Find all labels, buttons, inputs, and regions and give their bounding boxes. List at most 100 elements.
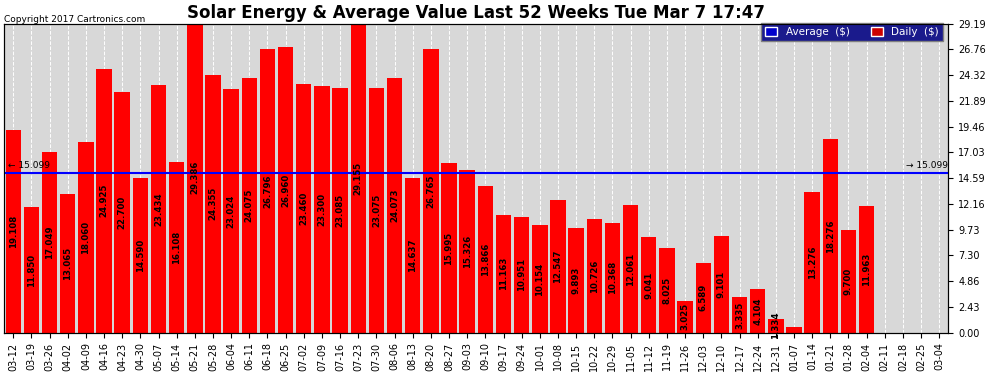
Bar (859, 206, 874, 333)
Bar (496, 214, 511, 333)
Bar (550, 200, 565, 333)
Bar (642, 237, 656, 333)
Text: 19.108: 19.108 (9, 215, 18, 248)
Bar (60, 194, 75, 333)
Text: 16.108: 16.108 (172, 231, 181, 264)
Text: 18.276: 18.276 (826, 219, 835, 253)
Text: 24.075: 24.075 (245, 189, 253, 222)
Text: 29.386: 29.386 (190, 160, 199, 194)
Text: 23.024: 23.024 (227, 194, 236, 228)
Text: 13.065: 13.065 (63, 247, 72, 280)
Text: 26.960: 26.960 (281, 173, 290, 207)
Bar (532, 225, 547, 333)
Bar (242, 78, 257, 333)
Text: 13.866: 13.866 (481, 243, 490, 276)
Bar (659, 248, 674, 333)
Text: 24.355: 24.355 (209, 187, 218, 220)
Text: 18.060: 18.060 (81, 220, 90, 254)
Text: 11.850: 11.850 (27, 254, 36, 286)
Text: 9.893: 9.893 (571, 267, 580, 294)
Bar (786, 327, 802, 333)
Text: 9.041: 9.041 (644, 271, 653, 298)
Text: 11.963: 11.963 (862, 253, 871, 286)
Text: 23.075: 23.075 (372, 194, 381, 227)
Text: 1.334: 1.334 (771, 312, 780, 339)
Text: → 15.099: → 15.099 (907, 161, 948, 170)
Bar (96, 69, 112, 333)
Text: 14.590: 14.590 (136, 239, 145, 272)
Bar (768, 319, 783, 333)
Text: 23.300: 23.300 (318, 193, 327, 226)
Text: 24.073: 24.073 (390, 189, 399, 222)
Text: 12.061: 12.061 (626, 252, 636, 285)
Text: 26.796: 26.796 (263, 174, 272, 208)
Text: 17.049: 17.049 (46, 226, 54, 259)
Text: 10.726: 10.726 (590, 259, 599, 292)
Bar (623, 205, 639, 333)
Bar (115, 92, 130, 333)
Bar (350, 24, 366, 333)
Bar (6, 130, 21, 333)
Bar (169, 162, 184, 333)
Bar (314, 86, 330, 333)
Bar (24, 207, 40, 333)
Bar (259, 49, 275, 333)
Bar (150, 85, 166, 333)
Text: 22.700: 22.700 (118, 196, 127, 229)
Bar (333, 88, 347, 333)
Text: 10.951: 10.951 (517, 258, 526, 291)
Text: 24.925: 24.925 (100, 184, 109, 218)
Text: 4.104: 4.104 (753, 297, 762, 325)
Text: 9.700: 9.700 (844, 268, 853, 295)
Bar (714, 236, 729, 333)
Text: 15.995: 15.995 (445, 231, 453, 265)
Text: 3.025: 3.025 (680, 303, 690, 330)
Text: 9.101: 9.101 (717, 271, 726, 298)
Bar (750, 289, 765, 333)
Text: 26.765: 26.765 (427, 174, 436, 208)
Bar (477, 186, 493, 333)
Text: 23.434: 23.434 (154, 192, 163, 225)
Bar (586, 219, 602, 333)
Bar (368, 88, 384, 333)
Bar (278, 47, 293, 333)
Bar (42, 152, 57, 333)
Bar (387, 78, 402, 333)
Text: 23.460: 23.460 (299, 192, 308, 225)
Bar (187, 22, 203, 333)
Bar (423, 50, 439, 333)
Bar (224, 89, 239, 333)
Text: 14.637: 14.637 (408, 238, 417, 272)
Legend: Average  ($), Daily  ($): Average ($), Daily ($) (761, 23, 943, 41)
Title: Solar Energy & Average Value Last 52 Weeks Tue Mar 7 17:47: Solar Energy & Average Value Last 52 Wee… (187, 4, 765, 22)
Text: 8.025: 8.025 (662, 277, 671, 304)
Bar (405, 178, 421, 333)
Text: 23.085: 23.085 (336, 194, 345, 227)
Bar (841, 230, 856, 333)
Text: 11.163: 11.163 (499, 257, 508, 290)
Text: 10.368: 10.368 (608, 261, 617, 294)
Text: 15.326: 15.326 (462, 235, 471, 268)
Bar (459, 171, 475, 333)
Text: Copyright 2017 Cartronics.com: Copyright 2017 Cartronics.com (4, 15, 146, 24)
Bar (514, 217, 530, 333)
Bar (732, 297, 747, 333)
Bar (605, 223, 620, 333)
Bar (205, 75, 221, 333)
Text: 3.335: 3.335 (735, 302, 744, 329)
Bar (568, 228, 584, 333)
Bar (133, 178, 148, 333)
Text: 10.154: 10.154 (536, 262, 544, 296)
Text: 13.276: 13.276 (808, 246, 817, 279)
Text: 12.547: 12.547 (553, 250, 562, 283)
Bar (677, 301, 693, 333)
Bar (442, 164, 456, 333)
Bar (823, 139, 839, 333)
Bar (78, 141, 94, 333)
Bar (696, 263, 711, 333)
Bar (296, 84, 312, 333)
Bar (805, 192, 820, 333)
Text: ← 15.099: ← 15.099 (8, 161, 50, 170)
Text: 6.589: 6.589 (699, 284, 708, 312)
Text: 29.155: 29.155 (353, 162, 362, 195)
